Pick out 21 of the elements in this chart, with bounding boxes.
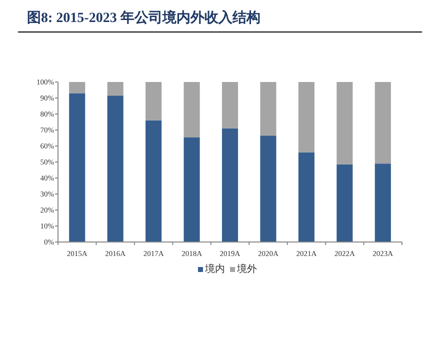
bar (146, 120, 162, 242)
bar (107, 96, 124, 242)
bar (336, 164, 353, 242)
bar (374, 164, 391, 242)
legend-label: 境内 (204, 263, 225, 275)
bar (69, 93, 86, 242)
bar (184, 82, 200, 138)
bar (298, 82, 314, 152)
bar (146, 82, 162, 120)
bar (222, 82, 238, 128)
legend-label: 境外 (236, 263, 257, 275)
bar (298, 152, 314, 242)
bar (222, 128, 238, 242)
bar (260, 82, 276, 136)
bar (260, 136, 276, 242)
bar (336, 82, 353, 164)
bar (107, 82, 124, 96)
bar (374, 82, 391, 164)
bar (69, 82, 86, 94)
title: 图8: 2015-2023 年公司境内外收入结构 (27, 11, 260, 26)
bar (184, 137, 200, 242)
